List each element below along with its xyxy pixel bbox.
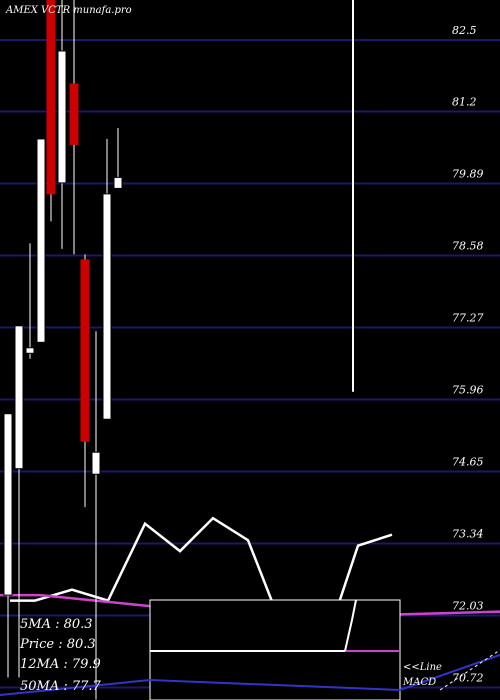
legend-ma50: 50MA : 77.7 [20,679,102,694]
legend-price: Price : 80.3 [19,637,96,652]
candle-body [36,138,46,343]
macd-dotted-line [439,649,500,691]
legend-ma12: 12MA : 79.9 [20,657,101,672]
candle-body [14,325,24,470]
candle-body [46,0,56,195]
y-tick-label: 75.96 [452,383,484,396]
y-tick-label: 74.65 [452,455,484,468]
y-tick-label: 79.89 [452,167,484,180]
candle-body [57,50,67,184]
candle-body [3,413,13,596]
y-tick-label: 73.34 [452,527,484,540]
y-axis-ticks: 82.5 81.2 79.89 78.58 77.27 75.96 74.65 73.34 72… [452,24,484,684]
legend-ma5: 5MA : 80.3 [20,617,93,632]
y-tick-label: 77.27 [452,311,484,324]
y-tick-label: 72.03 [452,599,484,612]
y-tick-label: 70.72 [452,671,484,684]
indicator-panel [0,599,500,700]
candle-body [113,176,123,189]
y-tick-label: 82.5 [452,24,477,37]
candle-body [69,83,79,145]
candles [3,0,354,700]
line-label: <<Line [403,662,442,673]
macd-line [0,654,500,696]
chart-title: AMEX VCTR munafa.pro [5,5,132,16]
candle-body [91,451,101,475]
candle-body [80,259,90,442]
candle-body [102,193,112,420]
macd-label: MACD [402,677,436,688]
y-tick-label: 81.2 [452,95,477,108]
y-tick-label: 78.58 [452,239,484,252]
macd-spike [344,599,357,652]
candle-body [25,347,35,354]
